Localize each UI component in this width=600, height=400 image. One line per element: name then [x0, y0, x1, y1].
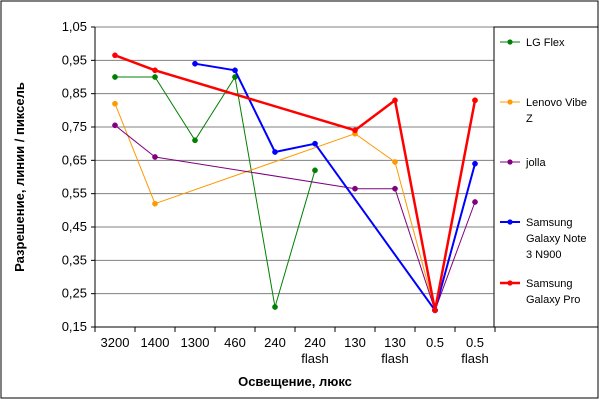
data-point — [112, 52, 118, 59]
data-point — [152, 74, 158, 80]
y-tick-label: 0,85 — [62, 86, 87, 101]
data-point — [152, 154, 158, 160]
x-tick-label: flash — [301, 351, 328, 366]
x-tick-label: flash — [461, 351, 488, 366]
x-tick-label: 240 — [304, 335, 326, 350]
legend-label: Samsung Galaxy Note 3 N900 — [526, 217, 587, 261]
y-tick-label: 1,05 — [62, 19, 87, 34]
x-tick-label: 240 — [264, 335, 286, 350]
legend-label: Samsung Galaxy Pro — [526, 278, 580, 306]
legend-swatch-marker — [507, 39, 513, 45]
legend-label: LG Flex — [526, 37, 565, 49]
data-point — [472, 199, 478, 205]
data-point — [472, 97, 478, 104]
data-point — [312, 140, 318, 147]
data-point — [432, 307, 438, 314]
axes — [91, 26, 496, 332]
legend-swatch-marker — [507, 99, 513, 105]
data-point — [392, 185, 398, 192]
tick-labels: 0,15 0,25 0,35 0,45 0,55 0,65 0,75 0,85 0,95 1,05… — [62, 19, 489, 366]
series-line — [114, 124, 476, 311]
y-tick-label: 0,75 — [62, 119, 87, 134]
legend-swatch-marker — [507, 219, 513, 225]
y-tick-label: 0,25 — [62, 286, 87, 301]
legend: LG Flex Lenovo Vibe Z jolla Samsung Galaxy No… — [500, 37, 587, 306]
y-tick-label: 0,45 — [62, 219, 87, 234]
x-tick-label: 130 — [384, 335, 406, 350]
y-tick-label: 0,55 — [62, 186, 87, 201]
data-point — [152, 67, 158, 74]
series-line — [194, 62, 476, 312]
data-point — [352, 127, 358, 134]
legend-box — [493, 26, 599, 328]
data-point — [152, 200, 158, 207]
y-axis-title: Разрешение, линии / пиксель — [12, 82, 27, 272]
y-tick-label: 0,35 — [62, 252, 87, 267]
data-point — [392, 97, 398, 104]
x-axis-title: Освещение, люкс — [238, 374, 352, 389]
data-point — [232, 67, 238, 74]
data-point — [272, 304, 278, 310]
series-lines — [112, 52, 478, 314]
legend-swatch-marker — [507, 159, 513, 165]
series-line — [115, 76, 316, 308]
legend-label: Lenovo Vibe Z — [526, 97, 587, 125]
data-point — [112, 122, 118, 129]
legend-label: jolla — [525, 157, 546, 169]
x-tick-label: 1300 — [181, 335, 210, 350]
y-tick-label: 0,15 — [62, 319, 87, 334]
data-point — [272, 149, 278, 155]
y-tick-label: 0,65 — [62, 152, 87, 167]
data-point — [392, 159, 398, 165]
data-point — [192, 60, 198, 67]
gridlines — [95, 26, 495, 295]
x-tick-label: 460 — [224, 335, 246, 350]
data-point — [112, 100, 118, 107]
x-tick-label: 0.5 — [466, 335, 484, 350]
x-tick-label: 0.5 — [426, 335, 444, 350]
series-line — [114, 54, 477, 312]
data-point — [472, 160, 478, 167]
data-point — [192, 137, 198, 144]
y-tick-label: 0,95 — [62, 52, 87, 67]
legend-swatch-marker — [507, 280, 513, 286]
data-point — [112, 74, 118, 80]
x-tick-label: 1400 — [141, 335, 170, 350]
x-tick-label: 3200 — [101, 335, 130, 350]
x-tick-label: 130 — [344, 335, 366, 350]
data-point — [312, 167, 318, 174]
x-tick-label: flash — [381, 351, 408, 366]
data-point — [352, 185, 358, 192]
